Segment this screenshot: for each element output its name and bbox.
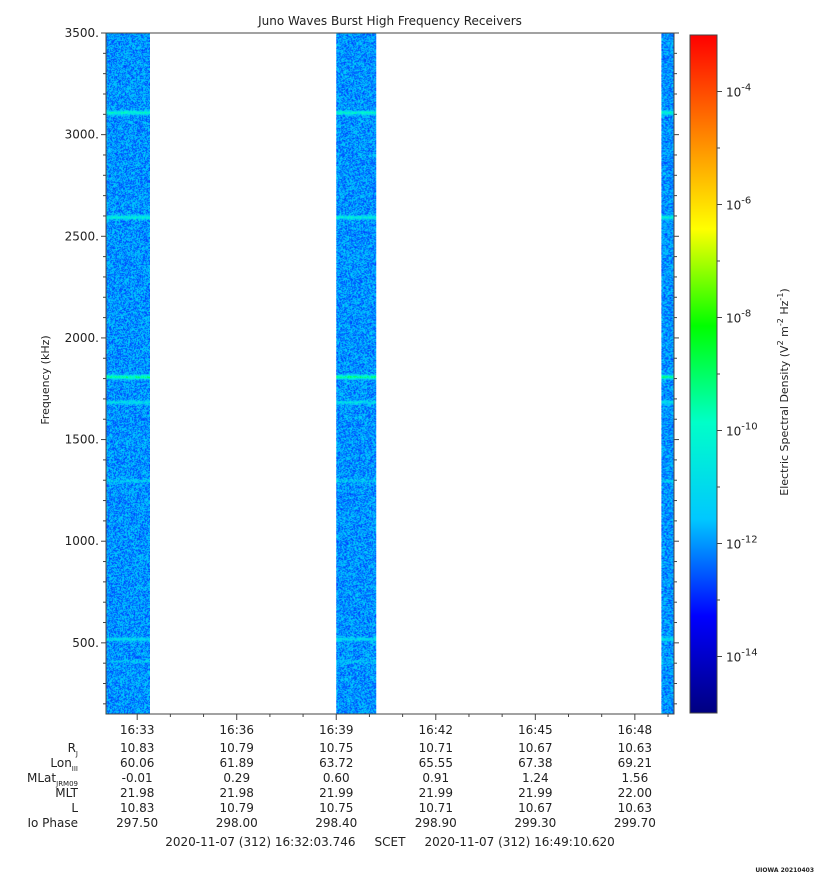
ephemeris-row-label: MLT [55,786,78,800]
ephemeris-value: 10.83 [120,741,154,755]
x-tick-label: 16:42 [418,723,453,737]
colorbar-tick-label: 10-10 [726,422,758,439]
ephemeris-value: 10.79 [220,801,254,815]
x-tick-label: 16:36 [219,723,254,737]
footer-tag: UIOWA 20210403 [755,867,814,874]
ephemeris-value: 0.91 [422,771,449,785]
ephemeris-value: 297.50 [116,816,158,830]
ephemeris-value: 10.67 [518,741,552,755]
x-tick-label: 16:39 [319,723,354,737]
ephemeris-value: 10.75 [319,801,353,815]
ephemeris-value: 1.24 [522,771,549,785]
ephemeris-table: RJ 10.83 10.79 10.75 10.71 10.67 10.63 LonIII 60… [27,741,656,830]
ephemeris-value: 298.90 [415,816,457,830]
data-interval-1 [336,33,377,714]
colorbar-label: Electric Spectral Density (V2 m-2 Hz-1) [776,288,791,495]
y-tick-label: 500. [72,636,99,650]
y-tick-label: 2500. [65,229,99,243]
ephemeris-value: 69.21 [618,756,652,770]
ephemeris-value: 299.70 [614,816,656,830]
ephemeris-value: -0.01 [122,771,153,785]
ephemeris-row-label: MLatJRM09 [27,771,78,788]
ephemeris-value: 0.29 [223,771,250,785]
colorbar-gradient [690,35,717,713]
x-tick-label: 16:45 [518,723,553,737]
ephemeris-value: 21.99 [319,786,353,800]
plot-area [105,32,675,715]
colorbar-tick-label: 10-14 [726,648,758,665]
ephemeris-value: 22.00 [618,786,652,800]
ephemeris-value: 10.67 [518,801,552,815]
y-tick-label: 1500. [65,433,99,447]
y-tick-label: 1000. [65,534,99,548]
ephemeris-value: 21.98 [120,786,154,800]
ephemeris-value: 10.71 [419,741,453,755]
ephemeris-value: 298.40 [315,816,357,830]
ephemeris-value: 298.00 [216,816,258,830]
ephemeris-value: 10.63 [618,801,652,815]
colorbar-tick-label: 10-4 [726,83,751,100]
y-axis: 500. 1000. 1500. 2000. 2500. 3000. 3500. [65,26,679,705]
ephemeris-value: 10.79 [220,741,254,755]
ephemeris-row-label: RJ [68,741,78,758]
ephemeris-value: 0.60 [323,771,350,785]
chart-title: Juno Waves Burst High Frequency Receiver… [257,14,522,28]
ephemeris-row-label: LonIII [50,756,78,773]
plot-background [106,33,674,714]
y-tick-label: 2000. [65,331,99,345]
ephemeris-value: 67.38 [518,756,552,770]
ephemeris-value: 10.63 [618,741,652,755]
ephemeris-value: 21.99 [419,786,453,800]
colorbar-tick-label: 10-6 [726,196,751,213]
ephemeris-value: 21.98 [220,786,254,800]
ephemeris-row-label: L [71,801,78,815]
y-tick-label: 3500. [65,26,99,40]
ephemeris-value: 10.71 [419,801,453,815]
y-tick-label: 3000. [65,128,99,142]
ephemeris-value: 21.99 [518,786,552,800]
data-interval-0 [106,33,150,714]
ephemeris-value: 299.30 [514,816,556,830]
colorbar: 10-14 10-12 10-10 10-8 10-6 10-4 [689,34,758,714]
ephemeris-value: 60.06 [120,756,154,770]
ephemeris-value: 65.55 [419,756,453,770]
x-tick-label: 16:33 [120,723,155,737]
data-interval-2 [661,33,675,714]
colorbar-tick-label: 10-8 [726,309,751,326]
x-axis: 16:33 16:36 16:39 16:42 16:45 16:48 [120,714,669,737]
ephemeris-value: 10.83 [120,801,154,815]
ephemeris-value: 10.75 [319,741,353,755]
time-range-text: 2020-11-07 (312) 16:32:03.746 SCET 2020-… [165,835,615,849]
y-axis-label: Frequency (kHz) [39,335,52,424]
ephemeris-value: 1.56 [621,771,648,785]
ephemeris-row-label: Io Phase [27,816,78,830]
colorbar-tick-label: 10-12 [726,535,758,552]
ephemeris-value: 61.89 [220,756,254,770]
x-tick-label: 16:48 [618,723,653,737]
ephemeris-value: 63.72 [319,756,353,770]
plot-frame [105,32,675,715]
